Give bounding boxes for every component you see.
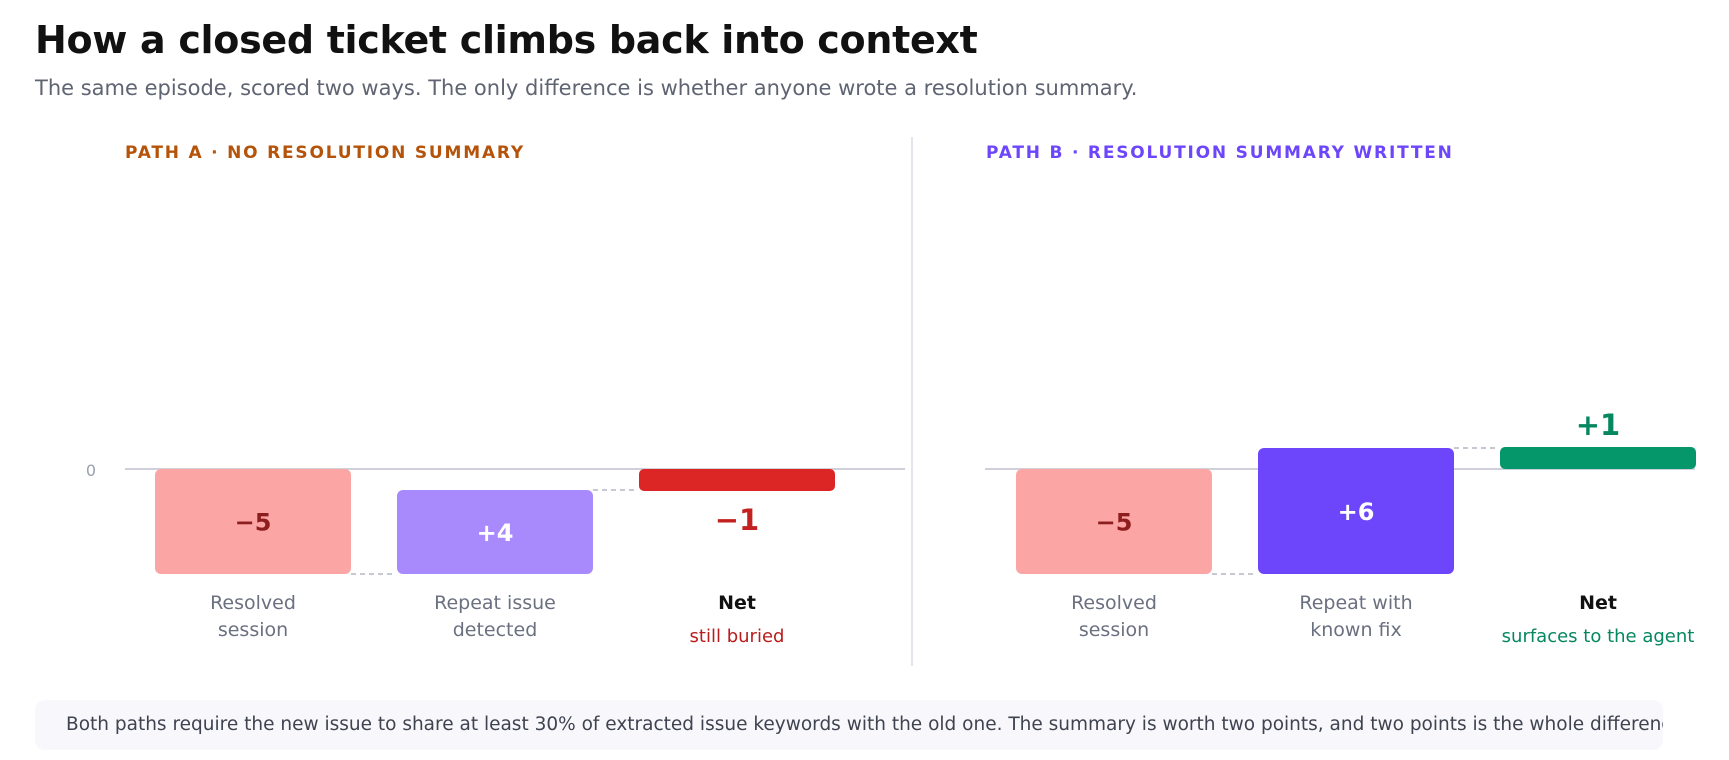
- waterfall-chart: PATH A · NO RESOLUTION SUMMARY 0 −5 Resolve…: [86, 137, 1696, 666]
- net-bar: [639, 469, 835, 491]
- net-value-label: −1: [715, 503, 759, 537]
- waterfall-bar: [1258, 448, 1454, 574]
- waterfall-bar: [397, 490, 593, 574]
- bar-value-label: +6: [1338, 498, 1375, 526]
- category-label: Resolved: [210, 592, 296, 614]
- net-note: still buried: [690, 626, 785, 647]
- bar-value-label: +4: [477, 519, 514, 547]
- waterfall-bar: [1016, 469, 1212, 574]
- bar-value-label: −5: [1096, 509, 1133, 537]
- panel-label: PATH B · RESOLUTION SUMMARY WRITTEN: [986, 143, 1454, 163]
- category-label: Resolved: [1071, 592, 1157, 614]
- category-label: session: [1079, 619, 1149, 641]
- category-label: Repeat issue: [434, 592, 556, 614]
- category-label: detected: [453, 619, 538, 641]
- chart-title: How a closed ticket climbs back into con…: [35, 18, 978, 62]
- category-label: Net: [1579, 592, 1617, 614]
- y-tick-label: 0: [86, 461, 96, 480]
- bar-value-label: −5: [235, 509, 272, 537]
- footnote: Both paths require the new issue to shar…: [35, 700, 1663, 750]
- net-value-label: +1: [1576, 408, 1620, 442]
- net-note: surfaces to the agent: [1502, 626, 1695, 647]
- chart-subtitle: The same episode, scored two ways. The o…: [35, 76, 1138, 100]
- category-label: Repeat with: [1299, 592, 1412, 614]
- category-label: Net: [718, 592, 756, 614]
- category-label: session: [218, 619, 288, 641]
- category-label: known fix: [1310, 619, 1402, 641]
- panel-label: PATH A · NO RESOLUTION SUMMARY: [125, 143, 525, 163]
- waterfall-bar: [155, 469, 351, 574]
- net-bar: [1500, 447, 1696, 469]
